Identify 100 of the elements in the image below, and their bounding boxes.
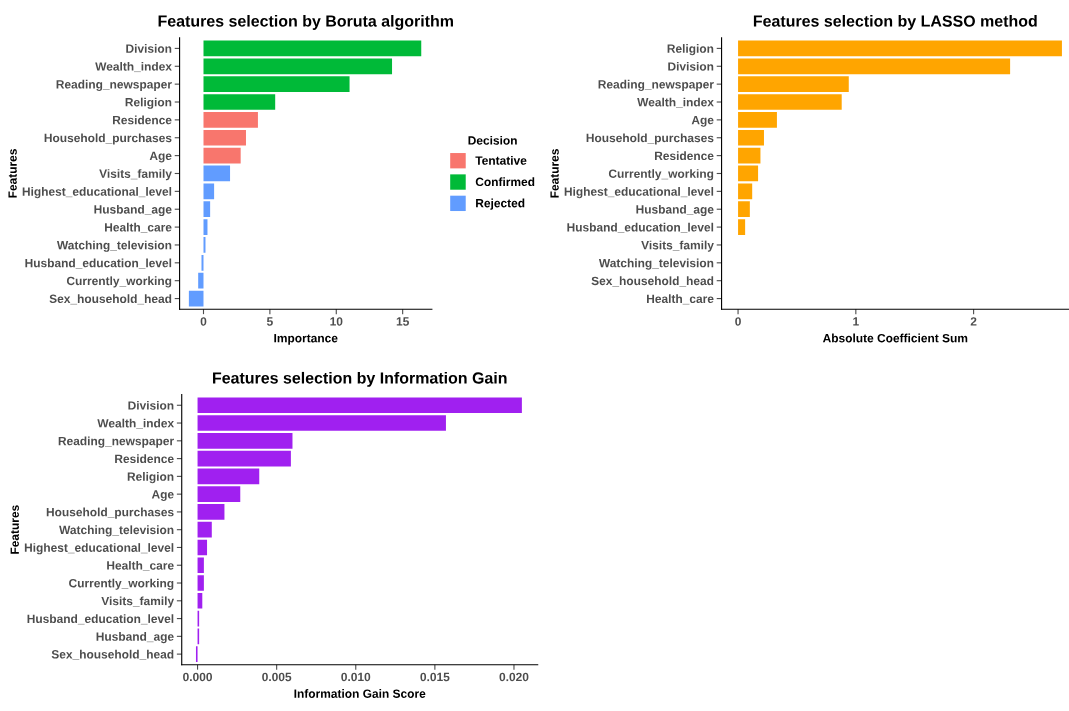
bar — [738, 76, 849, 92]
y-tick-label: Wealth_index — [637, 97, 714, 108]
y-tick-label: Residence — [115, 454, 174, 464]
bar — [197, 557, 204, 574]
y-tick-label: Husband_education_level — [27, 614, 174, 625]
x-tick-label: 0.000 — [183, 672, 213, 682]
legend-label: Rejected — [476, 198, 525, 210]
bar — [197, 486, 241, 502]
bar — [197, 504, 225, 520]
y-tick-label: Religion — [125, 97, 172, 109]
bar — [197, 539, 208, 556]
y-axis-title: Features — [8, 149, 17, 198]
bar — [197, 433, 293, 449]
y-axis-title: Features — [10, 505, 19, 554]
x-tick-label: 0 — [200, 317, 207, 326]
y-tick-label: Husband_age — [636, 204, 714, 217]
y-tick-label: Husband_age — [96, 632, 174, 644]
x-axis-title: Importance — [274, 334, 338, 345]
bar — [738, 94, 842, 110]
y-tick-label: Watching_television — [56, 240, 172, 252]
y-tick-label: Health_care — [107, 560, 174, 572]
x-tick-label: 15 — [396, 317, 409, 326]
y-tick-label: Visits_family — [641, 240, 714, 252]
y-tick-label: Division — [668, 61, 714, 71]
y-tick-label: Watching_television — [598, 258, 714, 270]
bar — [203, 129, 246, 146]
y-tick-label: Wealth_index — [95, 61, 172, 73]
bar — [738, 147, 761, 164]
y-tick-label: Husband_age — [94, 204, 172, 217]
y-tick-label: Division — [126, 44, 172, 53]
legend-title: Decision — [468, 135, 517, 145]
x-tick-label: 0.010 — [341, 672, 371, 682]
bar — [197, 468, 260, 485]
x-tick-label: 0.015 — [420, 672, 450, 682]
y-tick-label: Religion — [127, 472, 174, 484]
y-tick-label: Sex_household_head — [591, 276, 714, 287]
chart-title: Features selection by LASSO method — [753, 15, 1037, 30]
chart-title: Features selection by Boruta algorithm — [158, 15, 453, 30]
legend-label: Tentative — [475, 155, 527, 165]
y-tick-label: Husband_education_level — [567, 222, 714, 233]
y-tick-label: Age — [149, 151, 172, 163]
y-tick-label: Religion — [667, 44, 714, 56]
bar — [203, 58, 393, 75]
y-tick-label: Household_purchases — [46, 507, 174, 519]
y-tick-label: Age — [151, 490, 174, 501]
y-tick-label: Highest_educational_level — [24, 543, 174, 555]
bar — [203, 94, 276, 110]
bar — [203, 219, 208, 235]
y-tick-label: Visits_family — [99, 169, 172, 181]
x-tick-label: 5 — [266, 317, 273, 326]
x-tick-label: 2 — [970, 317, 977, 326]
bar — [197, 450, 291, 467]
bar — [203, 112, 258, 128]
bar — [203, 76, 350, 92]
bar — [738, 165, 759, 182]
x-tick-label: 0.005 — [262, 672, 292, 682]
y-tick-label: Husband_education_level — [25, 258, 172, 269]
bar — [738, 58, 1011, 75]
y-tick-label: Highest_educational_level — [564, 187, 714, 199]
y-tick-label: Visits_family — [101, 596, 175, 608]
y-tick-label: Division — [128, 400, 174, 410]
x-tick-label: 0 — [735, 317, 741, 326]
bar — [738, 183, 753, 200]
bar — [203, 183, 215, 200]
y-tick-label: Household_purchases — [44, 133, 172, 145]
bar — [203, 201, 211, 218]
bar — [188, 290, 204, 307]
y-tick-label: Residence — [654, 151, 714, 161]
bar — [738, 112, 777, 128]
x-axis-title: Absolute Coefficient Sum — [822, 333, 968, 343]
bar — [197, 415, 446, 431]
y-tick-label: Watching_television — [59, 525, 174, 537]
x-tick-label: 10 — [330, 317, 343, 326]
y-tick-label: Health_care — [647, 294, 714, 305]
y-tick-label: Reading_newspaper — [598, 79, 714, 91]
bar — [197, 397, 522, 414]
y-tick-label: Reading_newspaper — [56, 79, 172, 91]
x-tick-label: 1 — [853, 317, 859, 326]
y-tick-label: Sex_household_head — [51, 649, 174, 660]
y-tick-label: Highest_educational_level — [22, 187, 172, 199]
bar — [738, 40, 1062, 57]
y-tick-label: Sex_household_head — [49, 294, 172, 305]
bar — [203, 147, 241, 164]
bar — [197, 521, 212, 538]
bar — [738, 201, 750, 218]
x-axis-title: Information Gain Score — [294, 689, 426, 698]
bar — [198, 272, 204, 289]
bar — [738, 129, 764, 146]
bar — [197, 575, 204, 591]
y-tick-label: Residence — [113, 115, 172, 125]
y-tick-label: Age — [691, 115, 714, 127]
y-tick-label: Currently_working — [66, 276, 172, 288]
x-tick-label: 0.020 — [499, 672, 529, 682]
y-tick-label: Household_purchases — [586, 133, 714, 145]
bar — [203, 165, 231, 182]
y-tick-label: Currently_working — [608, 169, 714, 181]
y-tick-label: Wealth_index — [97, 418, 175, 429]
y-axis-title: Features — [550, 149, 559, 198]
bar — [203, 40, 422, 57]
y-tick-label: Currently_working — [69, 578, 174, 590]
